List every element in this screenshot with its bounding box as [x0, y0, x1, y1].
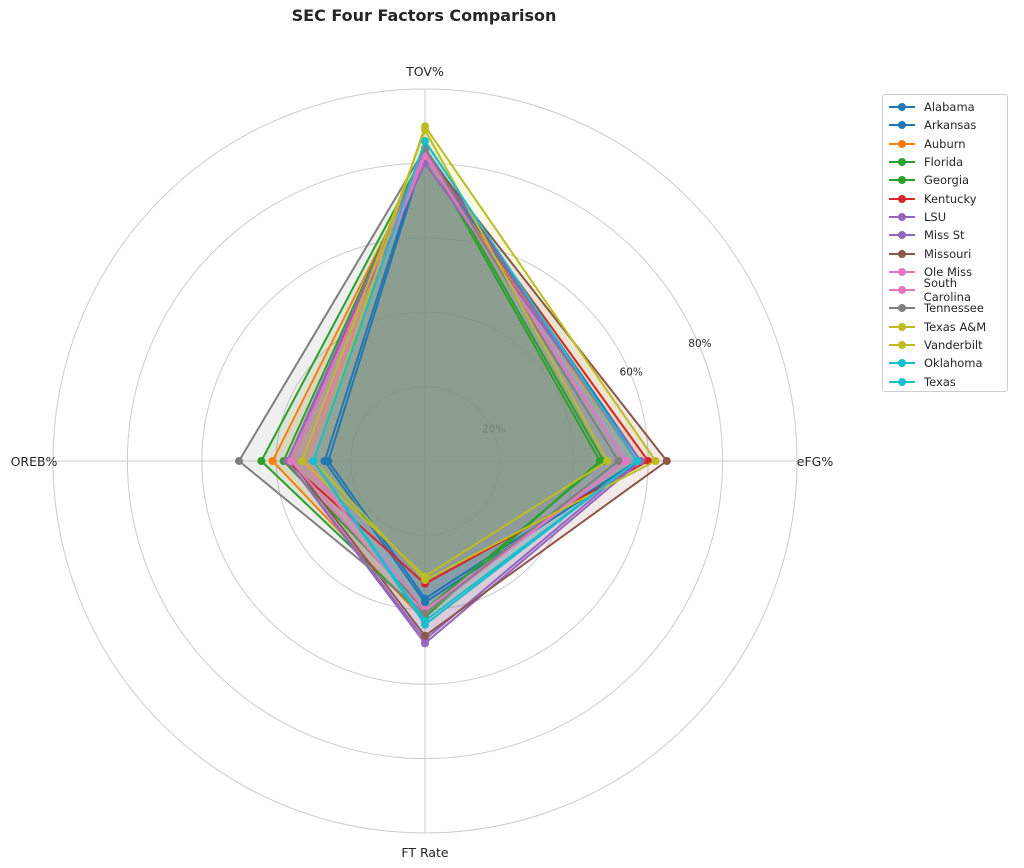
data-point — [421, 572, 429, 581]
legend-marker — [889, 358, 915, 368]
legend-item: Auburn — [889, 135, 1007, 153]
legend-label: Texas — [924, 374, 956, 389]
legend-label: Alabama — [924, 100, 975, 115]
data-point — [421, 598, 429, 607]
legend-label: Missouri — [924, 246, 972, 261]
legend-label: Arkansas — [924, 118, 977, 133]
legend-item: Alabama — [889, 98, 1007, 116]
legend-label: South Carolina — [923, 276, 971, 305]
data-point — [298, 457, 307, 465]
data-point — [421, 616, 429, 625]
legend-item: Vanderbilt — [889, 336, 1007, 354]
legend-marker — [889, 120, 915, 130]
radial-tick-label: 20% — [482, 424, 505, 436]
legend-marker — [889, 340, 915, 350]
series-area — [239, 148, 619, 614]
legend-marker — [889, 303, 915, 313]
axis-label: FT Rate — [401, 845, 449, 860]
legend-item: Kentucky — [889, 189, 1007, 207]
legend-label: Kentucky — [924, 191, 977, 206]
data-point — [421, 137, 429, 146]
data-point — [633, 457, 642, 465]
legend-marker — [889, 175, 915, 185]
series-area — [302, 129, 608, 577]
legend-label: Ole Miss — [924, 264, 973, 279]
series-area — [313, 141, 637, 625]
series-area — [291, 152, 626, 614]
data-point — [421, 631, 429, 640]
radial-tick-label: 60% — [620, 367, 643, 379]
legend: Alabama Arkansas Auburn Florida Georgia Kentu… — [882, 94, 1008, 392]
series-area — [283, 148, 604, 610]
series-area — [313, 126, 656, 580]
legend-item: Texas A&M — [889, 318, 1007, 336]
data-point — [662, 457, 671, 465]
series-area — [302, 156, 626, 610]
legend-label: Auburn — [924, 136, 966, 151]
legend-item: Miss St — [889, 226, 1007, 244]
series-lines — [235, 122, 671, 648]
legend-marker — [889, 212, 915, 222]
legend-label: LSU — [924, 209, 947, 224]
series-13 — [298, 125, 612, 581]
series-area — [272, 156, 637, 621]
legend-marker — [889, 285, 915, 295]
data-point — [257, 457, 266, 465]
legend-marker — [889, 139, 915, 149]
data-point — [651, 457, 660, 465]
legend-marker — [889, 377, 915, 387]
series-15 — [309, 137, 642, 625]
legend-label: Texas A&M — [924, 319, 987, 334]
legend-marker — [889, 322, 915, 332]
data-point — [421, 125, 429, 134]
legend-marker — [889, 267, 915, 277]
data-point — [309, 457, 318, 465]
data-point — [621, 457, 630, 465]
data-point — [614, 457, 623, 465]
axis-label: OREB% — [11, 454, 58, 469]
axis-label: eFG% — [797, 454, 834, 469]
data-point — [268, 457, 277, 465]
legend-marker — [889, 230, 915, 240]
chart-title: SEC Four Factors Comparison — [291, 6, 557, 25]
data-point — [287, 457, 296, 465]
legend-marker — [889, 157, 915, 167]
legend-item: LSU — [889, 208, 1007, 226]
legend-marker — [889, 102, 915, 112]
legend-item: South Carolina — [889, 276, 1007, 304]
legend-item: Ole Miss — [889, 263, 1007, 281]
axis-label: TOV% — [405, 64, 444, 79]
legend-item: Arkansas — [889, 116, 1007, 134]
legend-item: Florida — [889, 153, 1007, 171]
legend-item: Tennessee — [889, 299, 1007, 317]
legend-label: Vanderbilt — [924, 338, 983, 352]
legend-label: Oklahoma — [924, 356, 983, 371]
series-area — [328, 152, 637, 599]
legend-label: Georgia — [924, 173, 970, 188]
data-point — [421, 151, 429, 160]
data-point — [235, 457, 243, 465]
data-point — [320, 457, 329, 465]
data-point — [421, 639, 429, 648]
legend-label: Florida — [924, 155, 964, 170]
legend-marker — [889, 249, 915, 259]
legend-item: Missouri — [889, 244, 1007, 262]
radial-tick-label: 80% — [688, 338, 711, 350]
series-11 — [235, 144, 623, 618]
legend-label: Tennessee — [924, 301, 984, 316]
legend-item: Oklahoma — [889, 354, 1007, 372]
legend-item: Texas — [889, 372, 1007, 390]
legend-marker — [889, 194, 915, 204]
data-point — [421, 609, 429, 618]
data-point — [603, 457, 612, 465]
legend-label: Miss St — [924, 228, 965, 243]
legend-item: Georgia — [889, 171, 1007, 189]
